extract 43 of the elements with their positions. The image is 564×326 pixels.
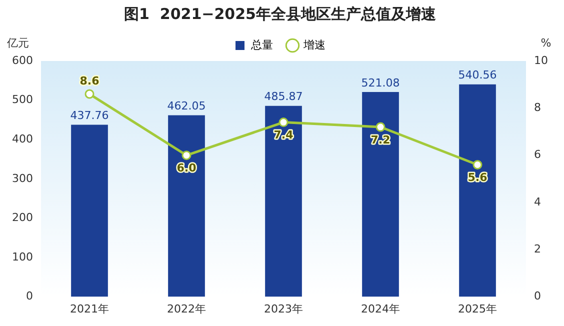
x-tick-label: 2023年 [264,302,303,316]
bar [459,84,496,297]
data-label: 7.2 [370,133,390,146]
y2-tick-label: 2 [534,242,542,256]
y2-tick-label: 8 [534,101,542,114]
legend-label: 增速 [302,38,326,52]
y2-tick-label: 6 [534,148,542,162]
x-tick-label: 2021年 [70,302,109,316]
y2-tick-label: 0 [534,290,542,303]
point [472,160,482,170]
y2-axis-title: % [540,36,552,50]
y-tick-label: 200 [12,211,33,224]
bar [71,124,108,297]
y-tick-label: 100 [12,250,33,264]
x-tick-label: 2025年 [458,302,497,316]
legend-label: 总量 [250,38,273,52]
point [182,150,192,160]
bar [168,115,205,297]
y-tick-label: 0 [26,290,33,303]
point [84,89,94,99]
y-tick-label: 300 [12,172,33,185]
point [278,118,288,128]
data-label: 540.56 [458,68,497,82]
data-label: 8.6 [80,74,100,88]
x-tick-label: 2022年 [167,302,206,316]
data-label: 7.4 [274,128,294,142]
y-tick-label: 600 [12,54,33,67]
bar [265,106,302,297]
y-tick-label: 400 [12,132,33,146]
data-label: 6.0 [176,162,197,175]
y-tick-label: 500 [12,93,33,106]
bar [362,92,399,297]
point [376,122,386,132]
data-label: 5.6 [468,171,488,184]
data-label: 521.08 [361,76,400,90]
x-tick-label: 2024年 [361,302,400,316]
chart-title: 图1 2021−2025年全县地区生产总值及增速 [124,4,437,23]
data-label: 437.76 [70,109,109,122]
y2-tick-label: 4 [534,195,542,208]
y2-tick-label: 10 [534,54,548,67]
data-label: 485.87 [264,90,303,104]
y-axis-title: 亿元 [6,36,29,50]
data-label: 462.05 [167,100,206,113]
